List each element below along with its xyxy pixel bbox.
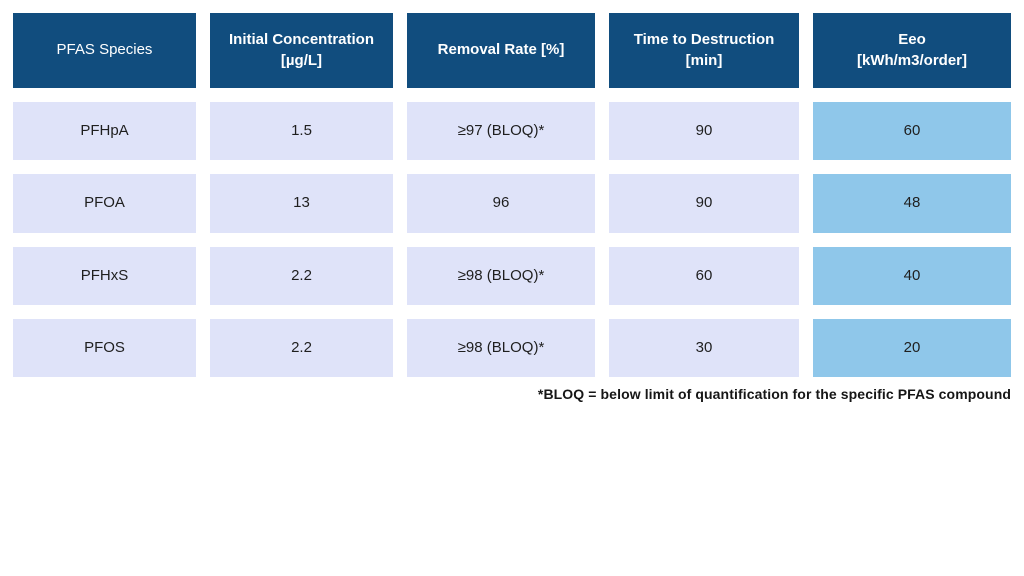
header-line: Initial Concentration	[228, 31, 374, 49]
header-line: PFAS Species	[56, 41, 153, 59]
column-header-removal-rate: Removal Rate [%]	[407, 13, 595, 88]
eeo-cell: 20	[813, 319, 1011, 377]
time-to-destruction-cell: 90	[609, 174, 799, 233]
bloq-footnote: *BLOQ = below limit of quantification fo…	[537, 386, 1011, 402]
species-cell: PFOS	[13, 319, 196, 377]
column-header-initial-concentration: Initial Concentration [µg/L]	[210, 13, 393, 88]
initial-concentration-cell: 1.5	[210, 102, 393, 160]
header-unit: [kWh/m3/order]	[856, 51, 967, 69]
time-to-destruction-cell: 30	[609, 319, 799, 377]
species-cell: PFOA	[13, 174, 196, 233]
removal-rate-cell: ≥98 (BLOQ)*	[407, 319, 595, 377]
header-unit: [µg/L]	[280, 51, 323, 69]
initial-concentration-cell: 2.2	[210, 247, 393, 305]
removal-rate-cell: ≥98 (BLOQ)*	[407, 247, 595, 305]
eeo-cell: 40	[813, 247, 1011, 305]
initial-concentration-cell: 13	[210, 174, 393, 233]
header-unit: [min]	[685, 51, 723, 69]
column-header-time-to-destruction: Time to Destruction [min]	[609, 13, 799, 88]
header-line: Removal Rate [%]	[437, 41, 565, 59]
header-line: Eeo	[898, 31, 926, 49]
removal-rate-cell: ≥97 (BLOQ)*	[407, 102, 595, 160]
header-line: Time to Destruction	[633, 31, 775, 49]
removal-rate-cell: 96	[407, 174, 595, 233]
initial-concentration-cell: 2.2	[210, 319, 393, 377]
pfas-results-table: PFAS Species Initial Concentration [µg/L…	[13, 13, 1011, 377]
eeo-cell: 60	[813, 102, 1011, 160]
eeo-cell: 48	[813, 174, 1011, 233]
column-header-eeo: Eeo [kWh/m3/order]	[813, 13, 1011, 88]
column-header-pfas-species: PFAS Species	[13, 13, 196, 88]
time-to-destruction-cell: 60	[609, 247, 799, 305]
species-cell: PFHpA	[13, 102, 196, 160]
species-cell: PFHxS	[13, 247, 196, 305]
time-to-destruction-cell: 90	[609, 102, 799, 160]
